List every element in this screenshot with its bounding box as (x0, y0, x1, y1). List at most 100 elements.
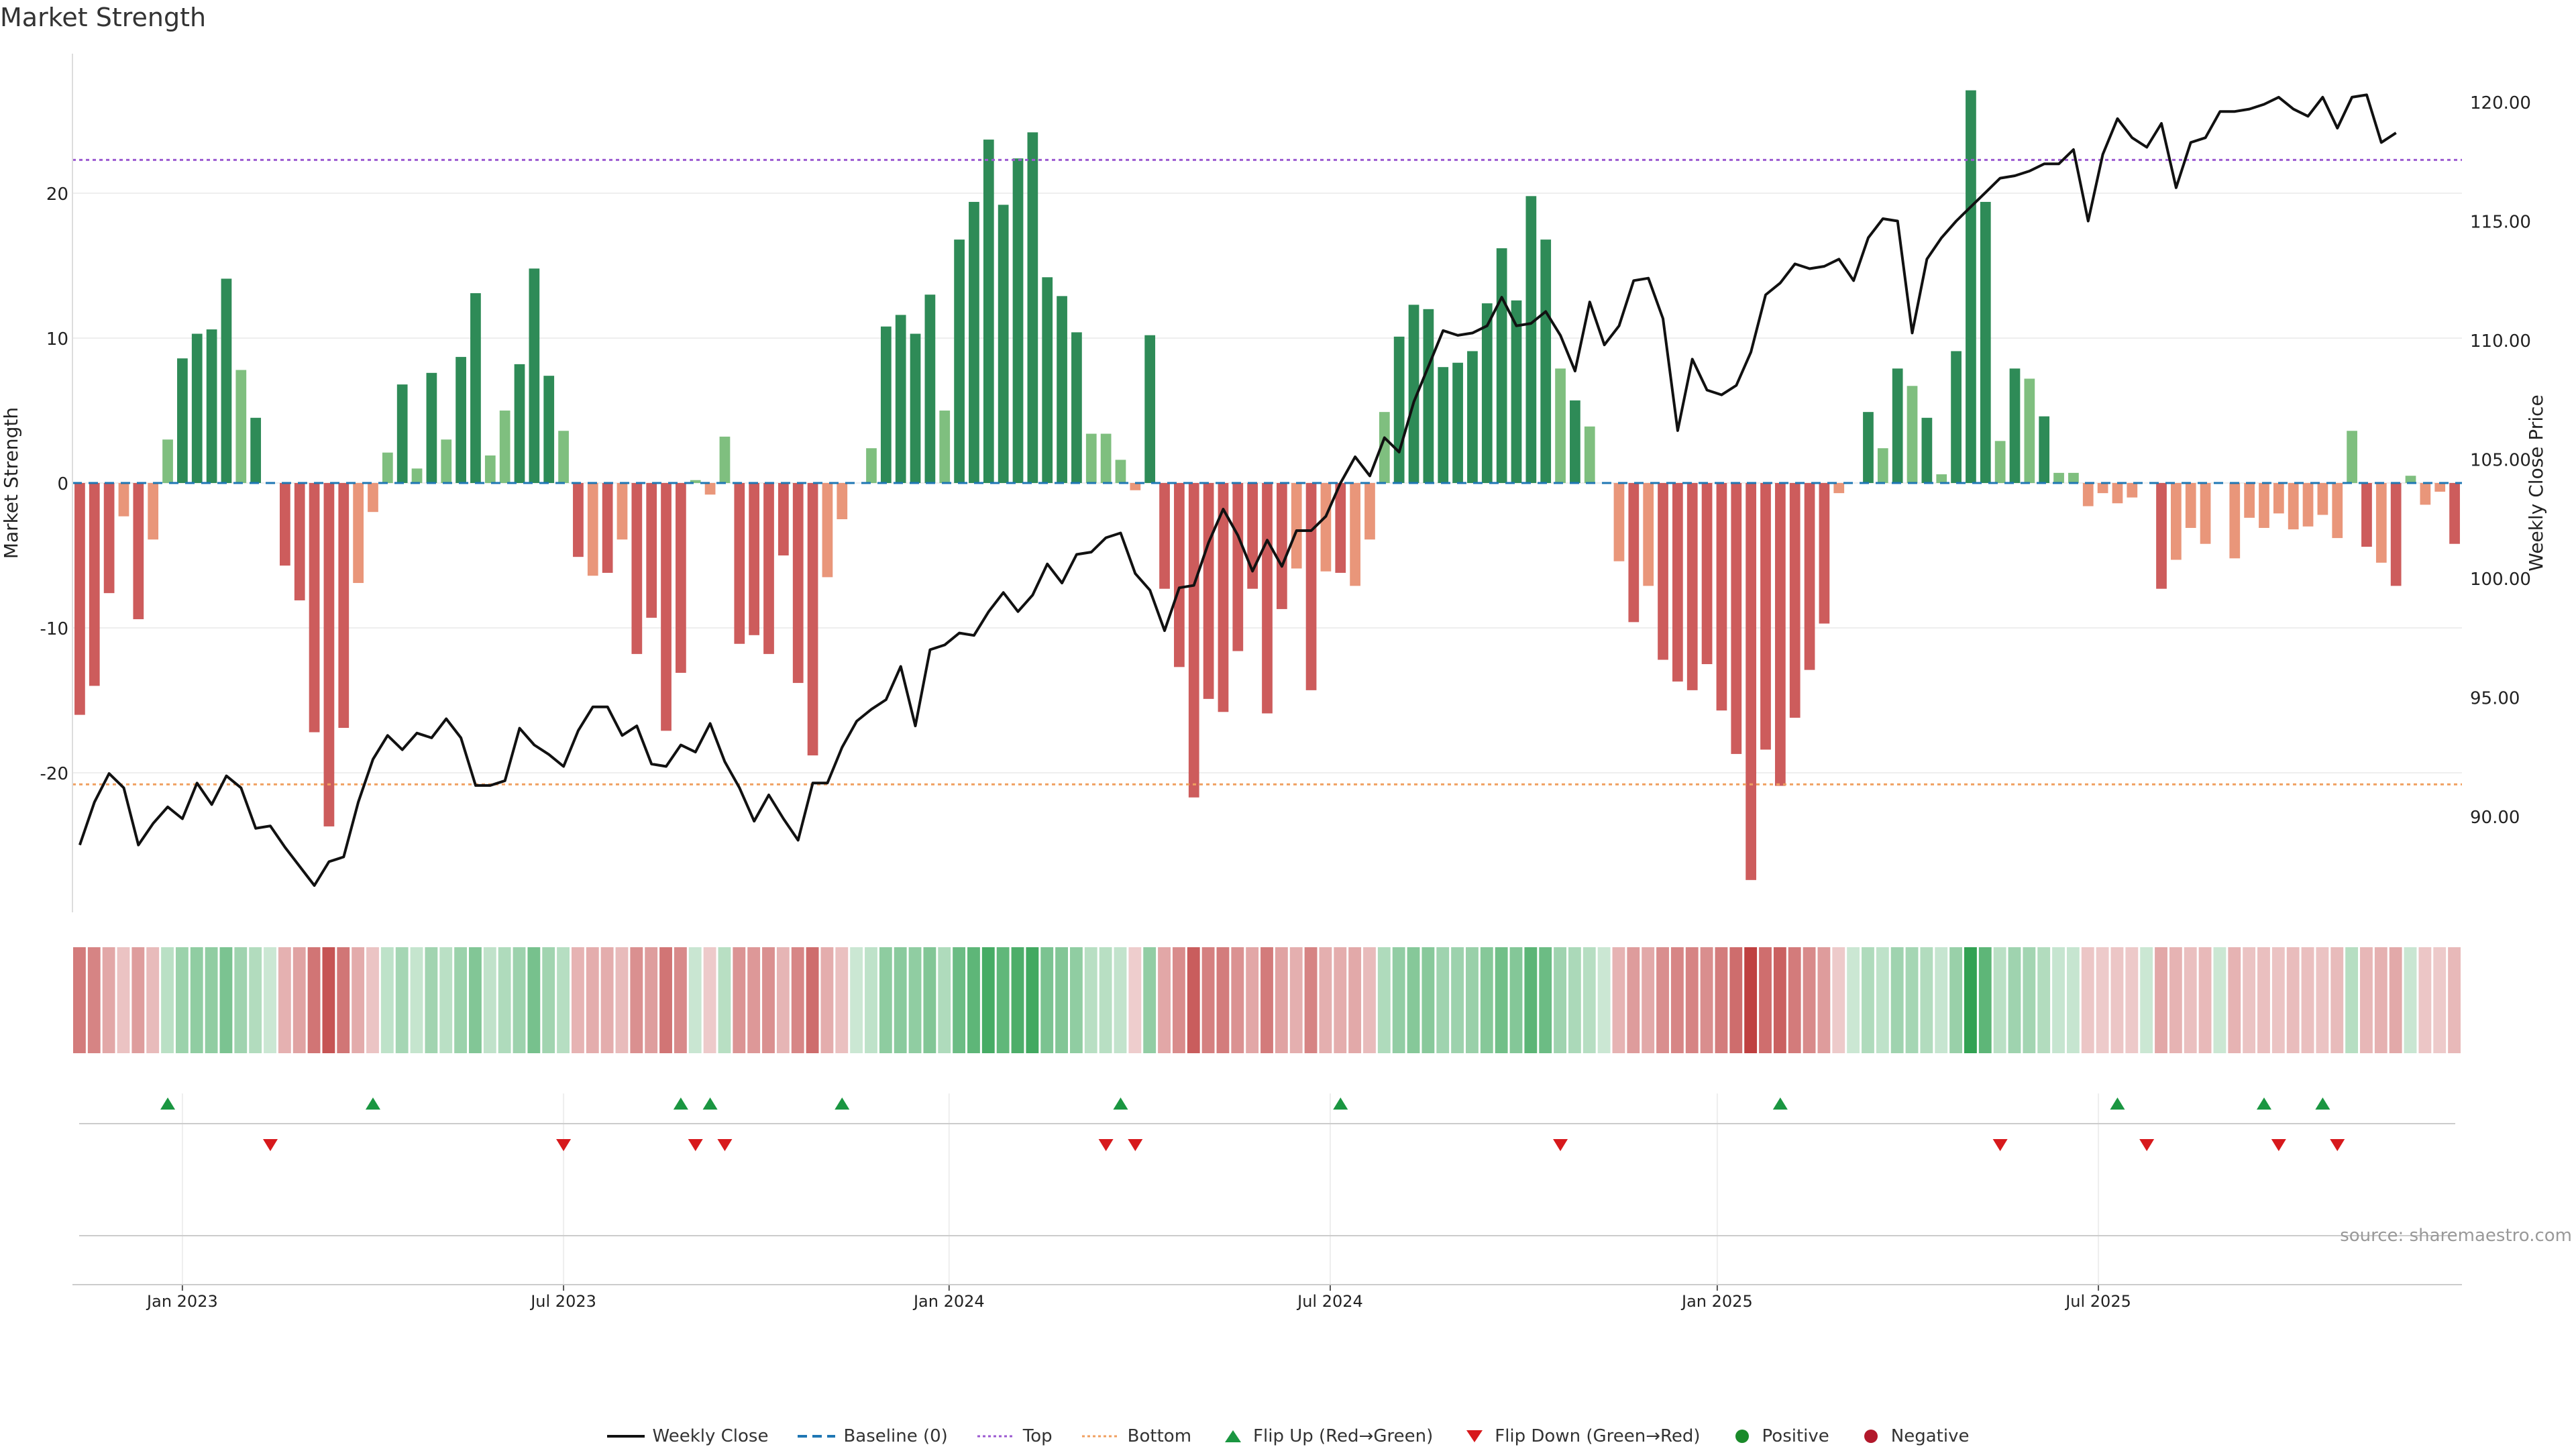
heatmap-cell (923, 947, 936, 1053)
strength-bar (587, 483, 598, 576)
strength-bar (382, 452, 393, 483)
heatmap-cell (483, 947, 496, 1053)
heatmap-cell (1700, 947, 1713, 1053)
strength-bar (89, 483, 100, 686)
strength-bar (2375, 483, 2387, 563)
heatmap-cell (1480, 947, 1493, 1053)
heatmap-cell (1597, 947, 1611, 1053)
flip-up-marker (160, 1097, 176, 1110)
heatmap-cell (234, 947, 248, 1053)
heatmap-cell (1451, 947, 1464, 1053)
heatmap-cell (1260, 947, 1273, 1053)
heatmap-cell (2228, 947, 2241, 1053)
heatmap-cell (2066, 947, 2080, 1053)
x-tick-label: Jan 2023 (146, 1292, 218, 1311)
y2-tick-label: 95.00 (2470, 689, 2520, 709)
strength-bar (1496, 248, 1507, 483)
heatmap-cell (2271, 947, 2285, 1053)
strength-bar (954, 239, 965, 483)
heatmap-cell (1201, 947, 1215, 1053)
strength-bar (2449, 483, 2460, 544)
strength-bar (2127, 483, 2138, 498)
strength-bar (1174, 483, 1185, 667)
y2-tick-label: 105.00 (2470, 451, 2531, 471)
heatmap-cell (190, 947, 203, 1053)
strength-bar (118, 483, 129, 517)
heatmap-cell (219, 947, 233, 1053)
strength-bar (396, 384, 408, 483)
legend-label: Bottom (1127, 1426, 1192, 1446)
heatmap-cell (264, 947, 276, 1053)
heatmap-cell (762, 947, 775, 1053)
flip-down-marker (688, 1139, 703, 1151)
triangle-up-icon (1225, 1430, 1242, 1442)
strength-bar (2273, 483, 2284, 514)
flip-down-marker (717, 1139, 733, 1151)
heatmap-cell (1803, 947, 1816, 1053)
heatmap-cell (557, 947, 570, 1053)
strength-bar (2024, 378, 2035, 483)
heatmap-cell (2184, 947, 2197, 1053)
strength-bar (2097, 483, 2108, 494)
strength-bar (2200, 483, 2211, 544)
heatmap-cell (806, 947, 819, 1053)
strength-bar (1613, 483, 1625, 561)
heatmap-cell (2404, 947, 2417, 1053)
y-axis-label: Market Strength (0, 407, 22, 559)
flip-down-marker (2139, 1139, 2155, 1151)
heatmap-cell (747, 947, 761, 1053)
y2-axis-label: Weekly Close Price (2525, 394, 2547, 571)
heatmap-cell (1773, 947, 1786, 1053)
legend: Weekly Close Baseline (0) Top Bottom Flip Up… (0, 1426, 2576, 1446)
heatmap-cell (1949, 947, 1963, 1053)
strength-bar (1247, 483, 1258, 589)
heatmap-cell (791, 947, 804, 1053)
heatmap-cell (1935, 947, 1948, 1053)
strength-bar (103, 483, 115, 594)
line-dotted-purple-icon (977, 1435, 1015, 1438)
heatmap-cell (1788, 947, 1801, 1053)
strength-bar (2434, 483, 2446, 492)
heatmap-cell (1729, 947, 1743, 1053)
heatmap-cell (1158, 947, 1171, 1053)
legend-item: Bottom (1081, 1426, 1192, 1446)
heatmap-cell (938, 947, 951, 1053)
heatmap-cell (2360, 947, 2373, 1053)
heatmap-cell (1568, 947, 1581, 1053)
heatmap-cell (659, 947, 672, 1053)
strength-bar (338, 483, 350, 729)
legend-label: Negative (1890, 1426, 1970, 1446)
heatmap-cell (894, 947, 907, 1053)
strength-bar (1452, 362, 1463, 483)
heatmap-cell (498, 947, 511, 1053)
flip-down-marker (556, 1139, 572, 1151)
strength-heatmap-strip (73, 947, 2461, 1053)
strength-bar (1804, 483, 1815, 670)
line-dotted-orange-icon (1081, 1435, 1120, 1438)
strength-bar (1921, 417, 1933, 483)
heatmap-cell (513, 947, 526, 1053)
flip-up-marker (1772, 1097, 1788, 1110)
strength-bar (1525, 196, 1537, 483)
y-tick-label: 10 (46, 329, 68, 350)
strength-bar (1716, 483, 1727, 711)
heatmap-cell (322, 947, 335, 1053)
y2-tick-label: 90.00 (2470, 808, 2520, 828)
flip-up-marker (1113, 1097, 1128, 1110)
strength-bar (1584, 426, 1595, 483)
strength-bar (763, 483, 774, 654)
heatmap-cell (1685, 947, 1699, 1053)
flip-up-marker (1333, 1097, 1348, 1110)
legend-label: Baseline (0) (843, 1426, 948, 1446)
legend-label: Positive (1762, 1426, 1829, 1446)
strength-bar (690, 480, 701, 483)
chart-title: Market Strength (0, 3, 207, 32)
heatmap-cell (2037, 947, 2051, 1053)
heatmap-cell (278, 947, 291, 1053)
heatmap-cell (2023, 947, 2036, 1053)
strength-bar (1130, 483, 1141, 490)
heatmap-cell (1539, 947, 1552, 1053)
strength-bar (1364, 483, 1375, 540)
heatmap-cell (718, 947, 731, 1053)
heatmap-cell (2257, 947, 2270, 1053)
